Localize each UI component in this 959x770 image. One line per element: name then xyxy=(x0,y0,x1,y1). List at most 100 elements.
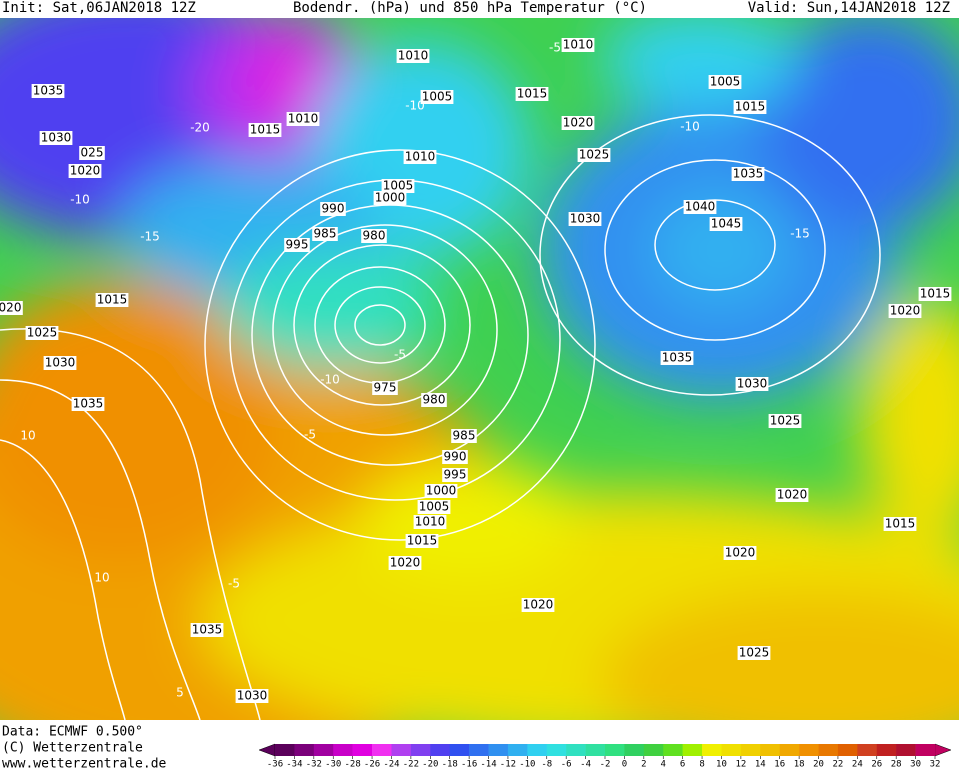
temperature-label: -15 xyxy=(140,230,160,244)
label-box xyxy=(888,304,922,318)
label-box xyxy=(0,301,23,315)
colorbar-tick-label: 12 xyxy=(735,760,746,770)
colorbar-end xyxy=(934,743,952,757)
colorbar-swatch xyxy=(352,744,373,756)
label-box xyxy=(79,146,105,160)
isobar-label: 1030 xyxy=(45,356,76,370)
isobar-label: 990 xyxy=(322,202,345,216)
label-box xyxy=(95,293,129,307)
temperature-label: -10 xyxy=(320,373,340,387)
label-box xyxy=(577,148,611,162)
label-box xyxy=(451,429,477,443)
colorbar-tick-label: 14 xyxy=(755,760,766,770)
label-box xyxy=(521,598,555,612)
label-box xyxy=(735,377,769,391)
colorbar-tick-label: -6 xyxy=(561,760,572,770)
colorbar-swatch xyxy=(702,744,722,756)
colorbar-tick-label: 16 xyxy=(774,760,785,770)
colorbar-tick-label: 30 xyxy=(910,760,921,770)
label-box xyxy=(918,287,952,301)
label-box xyxy=(286,112,320,126)
colorbar: -36 -34 -32 -30 -28 -26 -24 -22 -20 -18 -16 -14 -12-… xyxy=(258,743,952,770)
temperature-label: 5 xyxy=(176,686,184,700)
colorbar-tick-label: 22 xyxy=(833,760,844,770)
isobar-label: 990 xyxy=(444,450,467,464)
valid-time: Valid: Sun,14JAN2018 12Z xyxy=(748,0,950,16)
isobar-label: 1000 xyxy=(375,191,406,205)
colorbar-swatch xyxy=(488,744,509,756)
colorbar-tick-label: 20 xyxy=(813,760,824,770)
colorbar-swatch xyxy=(740,744,761,756)
colorbar-swatch xyxy=(410,744,431,756)
label-box xyxy=(733,100,767,114)
label-box xyxy=(284,238,310,252)
isobar-label: 985 xyxy=(314,227,337,241)
colorbar-swatch xyxy=(876,744,897,756)
isobar-label: 1010 xyxy=(405,150,436,164)
colorbar-tick-label: -24 xyxy=(383,760,399,770)
colorbar-swatch xyxy=(837,744,858,756)
isobar-label: 1015 xyxy=(885,517,916,531)
label-box xyxy=(768,414,802,428)
label-box xyxy=(403,150,437,164)
temperature-label: 10 xyxy=(20,429,35,443)
colorbar-swatch xyxy=(799,744,819,756)
label-box xyxy=(420,90,454,104)
isobar-label: 1035 xyxy=(733,167,764,181)
colorbar-tick-label: 4 xyxy=(661,760,666,770)
label-box xyxy=(373,191,407,205)
colorbar-tick-label: -16 xyxy=(461,760,477,770)
label-box xyxy=(235,689,269,703)
isobar-label: 1010 xyxy=(415,515,446,529)
temperature-label: -5 xyxy=(304,428,316,442)
label-box xyxy=(68,164,102,178)
label-box xyxy=(71,397,105,411)
isobar-label: 995 xyxy=(286,238,309,252)
isobar-label: 1010 xyxy=(563,38,594,52)
label-box xyxy=(372,381,398,395)
isobar-label: 1015 xyxy=(735,100,766,114)
isobar-label: 1030 xyxy=(41,131,72,145)
colorbar-tick-label: -18 xyxy=(442,760,458,770)
isobar-label: 1015 xyxy=(920,287,951,301)
isobar-label: 1005 xyxy=(383,179,414,193)
label-box xyxy=(361,229,387,243)
isobar-label: 1030 xyxy=(570,212,601,226)
colorbar-tick-label: 2 xyxy=(641,760,646,770)
label-box xyxy=(775,488,809,502)
colorbar-tick-label: 24 xyxy=(852,760,863,770)
isobar-label: 1015 xyxy=(407,534,438,548)
label-box xyxy=(568,212,602,226)
isobar-label: 980 xyxy=(423,393,446,407)
isobar-label: 025 xyxy=(81,146,104,160)
isobar-label: 1020 xyxy=(390,556,421,570)
isobar-label: 1025 xyxy=(770,414,801,428)
website: www.wetterzentrale.de xyxy=(2,757,167,770)
isobar-label: 1025 xyxy=(739,646,770,660)
label-box xyxy=(660,351,694,365)
colorbar-tick-label: -20 xyxy=(422,760,438,770)
label-box xyxy=(31,84,65,98)
colorbar-tick-label: -12 xyxy=(500,760,516,770)
colorbar-swatch xyxy=(779,744,800,756)
colorbar-swatch xyxy=(469,744,489,756)
colorbar-end xyxy=(258,743,276,757)
isobar-label: 1035 xyxy=(73,397,104,411)
label-box xyxy=(25,326,59,340)
isobar-label: 980 xyxy=(363,229,386,243)
label-box xyxy=(561,116,595,130)
label-box xyxy=(413,515,447,529)
label-box xyxy=(381,179,415,193)
temperature-label: -5 xyxy=(228,577,240,591)
init-time: Init: Sat,06JAN2018 12Z xyxy=(2,0,196,16)
isobar-label: 1020 xyxy=(725,546,756,560)
label-box xyxy=(708,75,742,89)
temperature-label: -10 xyxy=(405,99,425,113)
label-box xyxy=(396,49,430,63)
label-box xyxy=(312,227,338,241)
colorbar-tick-label: -34 xyxy=(286,760,302,770)
label-box xyxy=(421,393,447,407)
colorbar-tick-label: -28 xyxy=(345,760,361,770)
colorbar-swatch xyxy=(818,744,839,756)
